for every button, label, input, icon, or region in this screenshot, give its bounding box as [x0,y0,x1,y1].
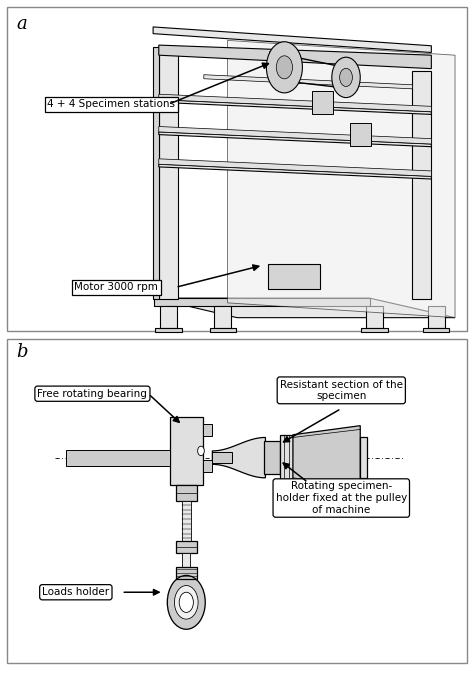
FancyBboxPatch shape [7,339,467,663]
Circle shape [339,68,352,87]
Text: 4 + 4 Specimen stations: 4 + 4 Specimen stations [47,100,175,109]
Polygon shape [174,586,198,619]
Polygon shape [366,306,383,328]
Polygon shape [179,592,193,612]
Text: Motor 3000 rpm: Motor 3000 rpm [74,283,158,292]
Polygon shape [203,424,212,436]
Polygon shape [153,47,159,299]
Polygon shape [159,127,431,144]
Polygon shape [159,47,178,299]
Polygon shape [176,485,197,501]
Polygon shape [212,452,232,463]
Polygon shape [160,306,177,328]
Text: b: b [17,343,28,361]
Polygon shape [210,328,236,332]
Polygon shape [203,460,212,472]
Polygon shape [228,40,455,318]
Text: Rotating specimen-
holder fixed at the pulley
of machine: Rotating specimen- holder fixed at the p… [276,481,407,515]
Polygon shape [159,100,431,114]
Polygon shape [179,575,193,579]
Polygon shape [159,45,431,69]
Polygon shape [214,306,231,328]
Polygon shape [159,164,431,179]
Text: a: a [17,15,27,33]
Text: Resistant section of the
specimen: Resistant section of the specimen [280,380,403,401]
Polygon shape [170,417,203,485]
Polygon shape [159,94,431,112]
Polygon shape [293,426,360,490]
Polygon shape [350,122,371,146]
Polygon shape [264,441,280,474]
Circle shape [332,57,360,98]
Polygon shape [155,328,182,332]
Polygon shape [212,437,265,478]
Polygon shape [159,159,431,176]
Polygon shape [153,27,431,52]
Polygon shape [176,541,197,553]
Polygon shape [154,298,370,306]
Circle shape [266,42,302,93]
Polygon shape [154,298,455,318]
Polygon shape [268,264,320,289]
Polygon shape [167,575,205,629]
Text: Free rotating bearing: Free rotating bearing [37,389,147,398]
Polygon shape [360,437,367,478]
Polygon shape [412,71,431,299]
Polygon shape [176,567,197,579]
Polygon shape [159,132,431,147]
Polygon shape [428,306,445,328]
Polygon shape [182,501,191,542]
Polygon shape [312,91,333,114]
Polygon shape [280,435,293,481]
Polygon shape [182,553,190,569]
Polygon shape [66,450,170,466]
Polygon shape [204,75,412,89]
Circle shape [276,56,292,79]
Polygon shape [423,328,449,332]
Polygon shape [361,328,388,332]
Circle shape [198,446,204,456]
Text: Loads holder: Loads holder [42,588,109,597]
FancyBboxPatch shape [7,7,467,331]
